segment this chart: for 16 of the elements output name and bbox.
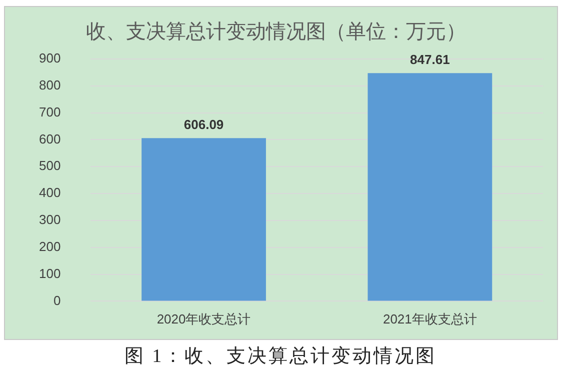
y-tick-label: 900 <box>38 50 61 66</box>
data-label: 847.61 <box>410 52 450 68</box>
chart-title: 收、支决算总计变动情况图（单位：万元） <box>86 19 466 44</box>
y-tick-label: 200 <box>38 238 61 254</box>
y-tick-label: 0 <box>53 292 61 308</box>
x-tick-label: 2020年收支总计 <box>156 312 251 327</box>
y-tick-label: 600 <box>38 131 61 146</box>
x-tick-label: 2021年收支总计 <box>382 312 477 327</box>
y-tick-label: 300 <box>38 212 61 228</box>
y-tick-label: 700 <box>38 104 61 120</box>
caption: 图 1：收、支决算总计变动情况图 <box>123 345 438 369</box>
y-tick-label: 800 <box>38 77 61 92</box>
y-tick-label: 500 <box>38 158 61 174</box>
y-tick-label: 100 <box>38 266 61 281</box>
y-tick-label: 400 <box>38 185 61 200</box>
data-label: 606.09 <box>184 117 224 132</box>
